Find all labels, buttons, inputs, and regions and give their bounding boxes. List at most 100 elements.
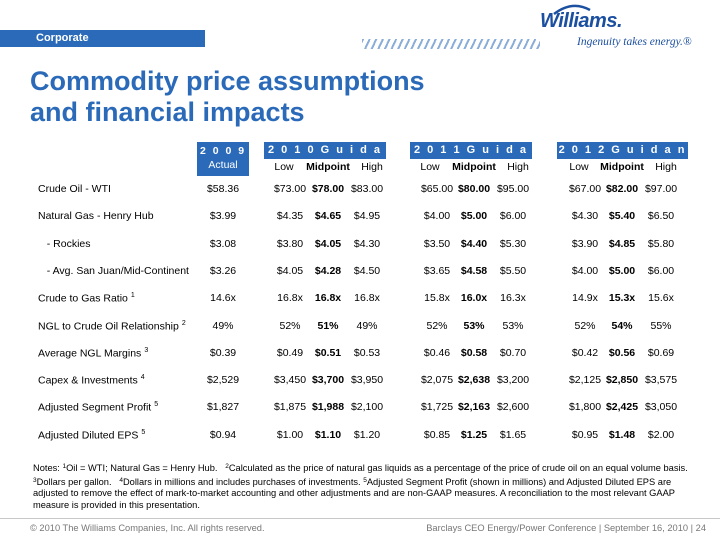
table-cell: 15.8x	[424, 292, 450, 305]
table-cell: $0.49	[276, 346, 304, 359]
footer-divider	[0, 518, 720, 519]
row-label: NGL to Crude Oil Relationship 2	[38, 319, 186, 333]
table-cell: 14.6x	[210, 292, 236, 305]
table-cell: $3.80	[276, 237, 304, 250]
table-cell: $2,529	[206, 374, 240, 387]
table-cell: $3.50	[423, 237, 451, 250]
table-cell: $3.26	[209, 264, 237, 277]
table-cell: $4.40	[460, 237, 488, 250]
table-cell: $3,575	[644, 374, 678, 387]
table-cell: 49%	[356, 319, 378, 332]
table-cell: $4.00	[423, 210, 451, 223]
row-label: Capex & Investments 4	[38, 374, 145, 387]
table-cell: 51%	[317, 319, 339, 332]
table-cell: $1.20	[353, 428, 381, 441]
table-cell: $3,050	[644, 401, 678, 414]
row-label: Adjusted Diluted EPS 5	[38, 428, 146, 442]
table-cell: $4.35	[276, 210, 304, 223]
table-cell: $4.05	[276, 264, 304, 277]
table-cell: $82.00	[605, 183, 639, 195]
table-cell: $80.00	[457, 183, 491, 195]
decorative-hatch	[362, 39, 540, 49]
table-cell: 54%	[611, 319, 633, 332]
table-cell: 15.3x	[608, 292, 636, 305]
table-cell: 16.8x	[314, 292, 342, 305]
table-cell: $95.00	[496, 183, 530, 195]
table-cell: $4.05	[314, 237, 342, 250]
table-cell: $0.53	[353, 346, 381, 359]
logo-tagline: Ingenuity takes energy.®	[577, 36, 692, 48]
table-cell: $2,638	[457, 374, 491, 387]
table-cell: $3.90	[571, 237, 599, 250]
table-cell: $2,075	[420, 374, 454, 387]
row-label: Adjusted Segment Profit 5	[38, 401, 159, 414]
table-cell: $0.94	[209, 428, 237, 441]
table-cell: $4.50	[353, 264, 381, 277]
subheader-mid: Midpoint	[452, 161, 496, 173]
table-cell: $2,425	[605, 401, 639, 414]
group-2010-header: 2 0 1 0 G u i d a n c e	[264, 142, 386, 173]
subheader-mid: Midpoint	[600, 161, 644, 173]
table-cell: 16.8x	[277, 292, 303, 305]
table-cell: 55%	[650, 319, 672, 332]
page-title: Commodity price assumptions and financia…	[30, 66, 425, 127]
section-label: Corporate	[36, 32, 89, 44]
table-cell: $2,163	[457, 401, 491, 414]
logo-wordmark: Williams.	[540, 10, 623, 32]
table-cell: $0.85	[423, 428, 451, 441]
table-cell: $3.08	[209, 237, 237, 250]
table-cell: $1,725	[420, 401, 454, 414]
table-cell: $4.95	[353, 210, 381, 223]
table-cell: $0.46	[423, 346, 451, 359]
table-cell: $1.10	[314, 428, 342, 441]
table-row: - Rockies $3.08 $3.80 $4.05 $4.30 $3.50 $4.40 $…	[0, 238, 720, 254]
table-cell: $0.56	[608, 346, 636, 359]
table-cell: 52%	[574, 319, 596, 332]
table-cell: 53%	[463, 319, 485, 332]
table-cell: $83.00	[350, 183, 384, 195]
table-cell: $4.58	[460, 264, 488, 277]
table-cell: 16.8x	[354, 292, 380, 305]
table-cell: $1,800	[568, 401, 602, 414]
table-cell: $0.58	[460, 346, 488, 359]
table-cell: $5.00	[608, 264, 636, 277]
table-cell: $58.36	[206, 183, 240, 195]
table-cell: 52%	[279, 319, 301, 332]
table-cell: $6.50	[647, 210, 675, 223]
table-cell: 53%	[502, 319, 524, 332]
section-band: Corporate	[0, 30, 205, 47]
table-row: - Avg. San Juan/Mid-Continent $3.26 $4.05 $…	[0, 265, 720, 281]
conference-info: Barclays CEO Energy/Power Conference | S…	[426, 523, 706, 533]
table-cell: $2,125	[568, 374, 602, 387]
table-cell: $6.00	[647, 264, 675, 277]
table-cell: $1,827	[206, 401, 240, 414]
copyright: © 2010 The Williams Companies, Inc. All …	[30, 523, 265, 533]
logo-swoosh-icon	[553, 4, 591, 15]
table-cell: 49%	[212, 319, 234, 332]
table-row: NGL to Crude Oil Relationship 2 49% 52% 51% 4…	[0, 320, 720, 336]
subheader-low: Low	[569, 161, 589, 173]
table-cell: $2,600	[496, 401, 530, 414]
table-cell: $2,850	[605, 374, 639, 387]
subheader-mid: Midpoint	[306, 161, 350, 173]
table-cell: $0.69	[647, 346, 675, 359]
table-cell: $3,450	[273, 374, 307, 387]
table-cell: $0.95	[571, 428, 599, 441]
table-cell: $4.30	[571, 210, 599, 223]
subheader-high: High	[361, 161, 383, 173]
row-label: Average NGL Margins 3	[38, 346, 149, 360]
table-cell: 16.0x	[460, 292, 488, 305]
table-cell: 52%	[426, 319, 448, 332]
subheader-high: High	[655, 161, 677, 173]
table-cell: $73.00	[273, 183, 307, 195]
table-cell: $5.00	[460, 210, 488, 223]
table-cell: $1.25	[460, 428, 488, 441]
table-cell: $5.40	[608, 210, 636, 223]
subheader-low: Low	[274, 161, 294, 173]
table-cell: $4.85	[608, 237, 636, 250]
table-row: Crude Oil - WTI $58.36 $73.00 $78.00 $83.00 $…	[0, 183, 720, 199]
table-cell: $4.30	[353, 237, 381, 250]
table-cell: $1,875	[273, 401, 307, 414]
group-2012-header: 2 0 1 2 G u i d a n c e	[557, 142, 688, 173]
row-label: - Rockies	[38, 237, 91, 250]
